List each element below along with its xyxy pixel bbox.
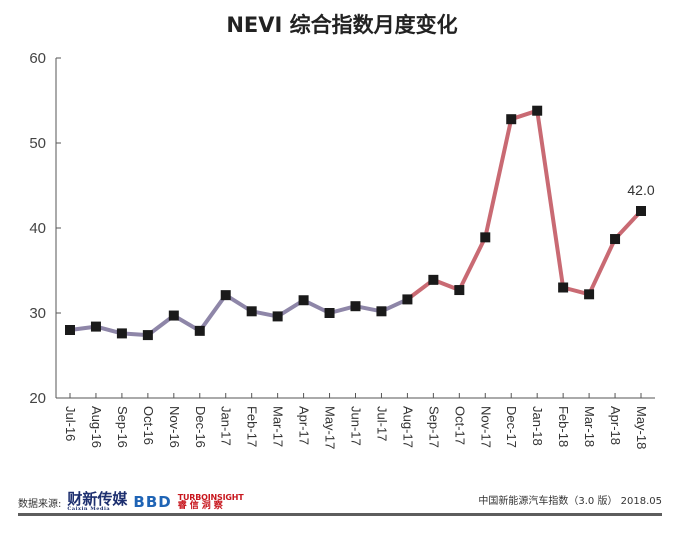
x-tick-label: Feb-18 (556, 406, 571, 447)
data-point-Oct-16 (142, 330, 153, 341)
x-tick-label: Apr-18 (608, 406, 623, 445)
data-point-Dec-16 (194, 325, 205, 336)
source-label: 数据来源: (18, 498, 62, 510)
x-tick-label: Jul-16 (63, 406, 78, 441)
data-labels: 42.0 (627, 182, 654, 198)
x-tick-label: Mar-18 (582, 406, 597, 447)
data-point-Sep-17 (428, 274, 439, 285)
data-point-Nov-16 (168, 310, 179, 321)
data-point-Sep-16 (116, 328, 127, 339)
data-point-Dec-17 (506, 114, 517, 125)
y-tick-label: 20 (29, 390, 46, 407)
y-tick-label: 60 (29, 50, 46, 67)
x-tick-label: Nov-16 (167, 406, 182, 448)
data-point-Apr-18 (610, 234, 621, 245)
data-point-May-18 (636, 206, 646, 216)
y-tick-label: 50 (29, 135, 46, 152)
data-point-Mar-17 (272, 311, 283, 322)
index-version-note: 中国新能源汽车指数（3.0 版） 2018.05 (478, 496, 662, 507)
y-tick-label: 40 (29, 220, 46, 237)
data-source: 数据来源: 财新传媒 Caixin Media BBD TURBOINSIGHT… (18, 492, 244, 512)
chart-title: NEVI 综合指数月度变化 (226, 13, 457, 37)
x-tick-label: Nov-17 (478, 406, 493, 448)
series-line-2017-2018 (405, 108, 643, 302)
x-tick-label: Aug-17 (400, 406, 415, 448)
x-tick-label: Oct-16 (141, 406, 156, 445)
x-tick-label: Dec-17 (504, 406, 519, 448)
data-point-Aug-17 (402, 294, 413, 305)
data-point-Jun-17 (350, 301, 361, 312)
data-point-Feb-17 (246, 306, 257, 317)
x-tick-label: Aug-16 (89, 406, 104, 448)
x-tick-label: May-18 (634, 406, 649, 449)
chart: NEVI 综合指数月度变化 20 30 40 50 60 Jul-16 Aug-16 Sep… (29, 13, 655, 449)
data-point-Nov-17 (480, 232, 491, 243)
footer-divider (18, 513, 662, 516)
data-point-Jan-18 (532, 105, 543, 116)
data-point-Jan-17 (220, 290, 231, 301)
turboinsight-logo-top: TURBOINSIGHT (177, 492, 244, 502)
data-point-Apr-17 (298, 295, 309, 306)
bbd-logo: BBD (133, 493, 172, 511)
x-tick-label: Mar-17 (271, 406, 286, 447)
x-tick-label: Oct-17 (452, 406, 467, 445)
turboinsight-logo-bottom: 睿信洞察 (177, 500, 226, 511)
data-point-Aug-16 (90, 321, 101, 332)
x-tick-label: May-17 (323, 406, 338, 449)
x-tick-label: Jan-18 (530, 406, 545, 446)
data-point-Mar-18 (584, 289, 595, 300)
x-axis-ticks: Jul-16 Aug-16 Sep-16 Oct-16 Nov-16 Dec-16 Jan-… (63, 393, 649, 449)
data-point-Jul-17 (376, 306, 387, 317)
caixin-logo-text: 财新传媒 (67, 490, 128, 508)
data-point-Jul-16 (65, 325, 75, 335)
x-tick-label: Sep-16 (115, 406, 130, 448)
x-tick-label: Dec-16 (193, 406, 208, 448)
x-tick-label: Jul-17 (374, 406, 389, 441)
x-tick-label: Jan-17 (219, 406, 234, 446)
x-tick-label: Sep-17 (426, 406, 441, 448)
y-axis-ticks: 20 30 40 50 60 (29, 50, 61, 407)
data-label-May-18: 42.0 (627, 182, 654, 198)
data-markers (65, 105, 646, 341)
turboinsight-logo: TURBOINSIGHT 睿信洞察 (177, 492, 244, 511)
data-point-May-17 (324, 308, 335, 318)
data-point-Oct-17 (454, 285, 465, 296)
caixin-logo: 财新传媒 Caixin Media (67, 492, 127, 512)
x-tick-label: Apr-17 (297, 406, 312, 445)
x-tick-label: Feb-17 (245, 406, 260, 447)
x-tick-label: Jun-17 (349, 406, 364, 446)
data-point-Feb-18 (558, 282, 569, 293)
y-tick-label: 30 (29, 305, 46, 322)
caixin-logo-sub: Caixin Media (67, 506, 111, 512)
